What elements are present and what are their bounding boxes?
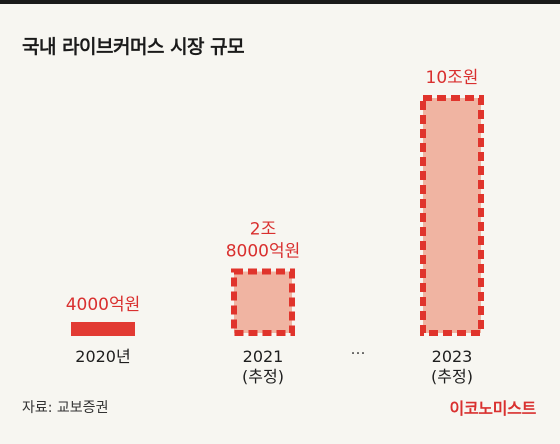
data-label: 2조 8000억원: [226, 220, 301, 262]
top-rule: [0, 0, 560, 4]
category-label: 2023 (추정): [431, 347, 473, 386]
chart-title: 국내 라이브커머스 시장 규모: [22, 36, 245, 58]
gap-ellipsis: …: [351, 340, 366, 358]
category-label: 2020년: [75, 347, 130, 366]
data-label: 4000억원: [66, 295, 141, 315]
bar-estimate-2: [420, 95, 484, 336]
brand-logo: 이코노미스트: [449, 399, 536, 418]
bar-estimate-1: [231, 268, 295, 336]
category-label: 2021 (추정): [242, 347, 284, 386]
source-note: 자료: 교보증권: [22, 400, 109, 416]
bar-2020: [71, 322, 135, 336]
data-label: 10조원: [426, 68, 479, 88]
